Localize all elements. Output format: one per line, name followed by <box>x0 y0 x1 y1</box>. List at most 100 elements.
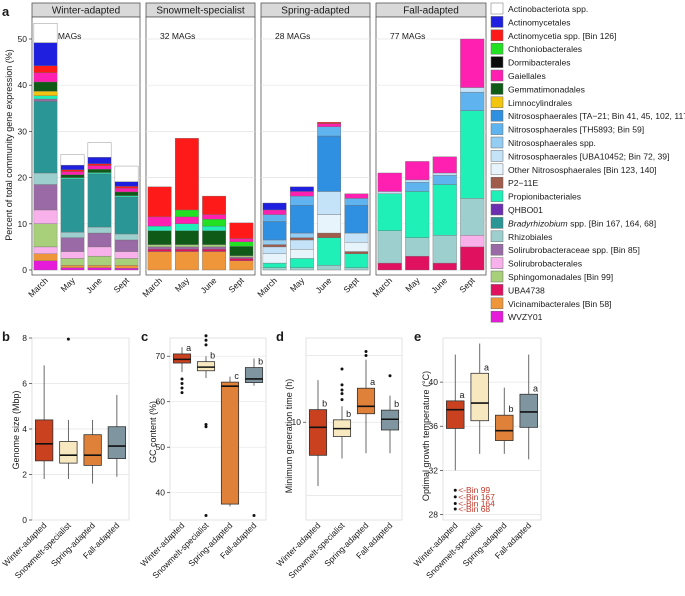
panel-a-ytick-label: 20 <box>18 173 28 183</box>
panel-letter-b: b <box>2 329 10 344</box>
legend-swatch <box>490 29 504 42</box>
panel-a-bar-segment <box>262 262 287 268</box>
box-outlier <box>453 501 457 505</box>
panel-a-bar-segment <box>147 249 172 252</box>
box-body <box>356 387 376 415</box>
box-outlier <box>204 422 208 426</box>
panel-a-bar-segment <box>202 244 227 248</box>
panel-a-bar-segment <box>114 239 139 252</box>
panel-a-bar-segment <box>432 156 457 174</box>
panel-a-xtick-label: May <box>58 275 77 294</box>
legend-label: Dormibacterales <box>508 58 571 68</box>
panel-a-bar-segment <box>432 262 457 271</box>
panel-a-xtick-label: June <box>84 275 104 295</box>
box-element: a <box>172 343 191 395</box>
panel-a-bar-segment <box>344 193 369 199</box>
bin-annotation: <-Bin 164 <box>458 498 495 508</box>
panel-ytick-label: 2 <box>22 470 27 480</box>
box-outlier <box>340 398 344 402</box>
legend-item: P2−11E <box>490 176 538 189</box>
panel-a-bar-segment <box>317 191 342 215</box>
panel-a-bar-segment <box>60 171 85 176</box>
legend-label: Solirubrobacteraceae spp. [Bin 85] <box>508 245 640 255</box>
panel-a-bar-segment <box>289 239 314 250</box>
legend-item: Nitrososphaerales [UBA10452; Bin 72, 39] <box>490 150 669 162</box>
panel-a-bar-segment <box>229 238 254 242</box>
panel-a-xtick-label: March <box>255 275 279 299</box>
legend-label: Actinobacteriota spp. <box>508 4 588 14</box>
panel-a-bar-segment <box>317 126 342 137</box>
panel-a-bar-segment <box>87 142 112 158</box>
panel-a-bar-segment <box>60 177 85 180</box>
box-outlier <box>453 507 457 511</box>
panel-ytick-label: 0 <box>22 515 27 525</box>
panel-a-bar-segment <box>87 267 112 271</box>
panel-a-bar-segment <box>262 253 287 264</box>
legend-item: Rhizobiales <box>490 230 552 243</box>
box-element: b <box>495 387 514 454</box>
panel-a-bar-segment <box>60 258 85 266</box>
legend-label: Propionibacteriales <box>508 192 581 202</box>
legend-item: Sphingomonadales [Bin 99] <box>490 270 613 283</box>
panel-a-bar-segment <box>460 91 485 111</box>
panel-a-bar-segment <box>317 123 342 127</box>
panel-a-bar-segment <box>147 186 172 218</box>
box-significance-letter: b <box>322 399 327 409</box>
panel-a-bar-segment <box>174 246 199 250</box>
panel-a-bar-segment <box>262 239 287 245</box>
box-element: a <box>446 354 465 511</box>
panel-ytick-label: 10 <box>292 417 302 427</box>
box-significance-letter: a <box>484 362 489 372</box>
legend-swatch <box>490 150 504 162</box>
panel-a-bar-segment <box>405 179 430 183</box>
panel-a-bar-segment <box>87 157 112 164</box>
box-outlier <box>66 337 70 341</box>
panel-a-bar-segment <box>114 233 139 241</box>
legend-label: Actinomycetia spp. [Bin 126] <box>508 31 616 41</box>
panel-a-bar-segment <box>289 232 314 238</box>
panel-a-bar-segment <box>33 253 58 261</box>
panel-ytick-label: 28 <box>429 509 439 519</box>
box-outlier <box>340 392 344 396</box>
panel-a-bar-segment <box>33 65 58 73</box>
box-body <box>446 400 465 429</box>
panel-a-xtick-label: June <box>313 275 333 295</box>
panel-a-bar-segment <box>229 256 254 259</box>
panel-ytick-label: 40 <box>429 377 439 387</box>
panel-a-bar-segment <box>87 255 112 266</box>
panel-a-bar-segment <box>147 246 172 250</box>
panel-a-bar-segment <box>405 237 430 257</box>
panel-a-bar-segment <box>344 205 369 234</box>
panel-a-xtick-label: March <box>370 275 394 299</box>
panel-b-ylabel: Genome size (Mbp) <box>11 390 21 469</box>
panel-a-bar-segment <box>262 246 287 255</box>
legend-swatch <box>490 230 504 243</box>
panel-a-bar-segment <box>262 209 287 215</box>
panel-a-bar-segment <box>405 255 430 271</box>
box-element: a <box>470 343 489 454</box>
legend-item: UBA4738 <box>490 284 545 296</box>
panel-a-facet: Spring-adapted 28 MAGs March May June Sept <box>255 2 371 299</box>
panel-a-bar-segment <box>202 249 227 252</box>
panel-a-bar-segment <box>87 265 112 268</box>
panel-a-bar-segment <box>33 95 58 100</box>
panel-a-bar-segment <box>174 251 199 271</box>
panel-a-mag-count: 32 MAGs <box>160 31 195 41</box>
panel-a-bar-segment <box>377 191 402 194</box>
box-outlier <box>180 391 184 395</box>
panel-a-bar-segment <box>174 244 199 248</box>
box-outlier <box>180 382 184 385</box>
box-body <box>220 381 240 505</box>
panel-a-xtick-label: March <box>140 275 164 299</box>
panel-a-bar-segment <box>114 267 139 271</box>
panel-a-bar-segment <box>432 235 457 264</box>
legend-item: Gaiellales <box>490 69 546 82</box>
panel-a-bar-segment <box>344 253 369 268</box>
panel-ytick-label: 6 <box>22 379 27 389</box>
panel-a-bar-segment <box>460 198 485 236</box>
legend-label: P2−11E <box>508 178 538 188</box>
panel-ytick-label: 36 <box>429 421 439 431</box>
legend-swatch <box>490 243 504 256</box>
panel-a-bar-segment <box>87 246 112 257</box>
panel-a-mag-count: 30 MAGs <box>46 31 81 41</box>
